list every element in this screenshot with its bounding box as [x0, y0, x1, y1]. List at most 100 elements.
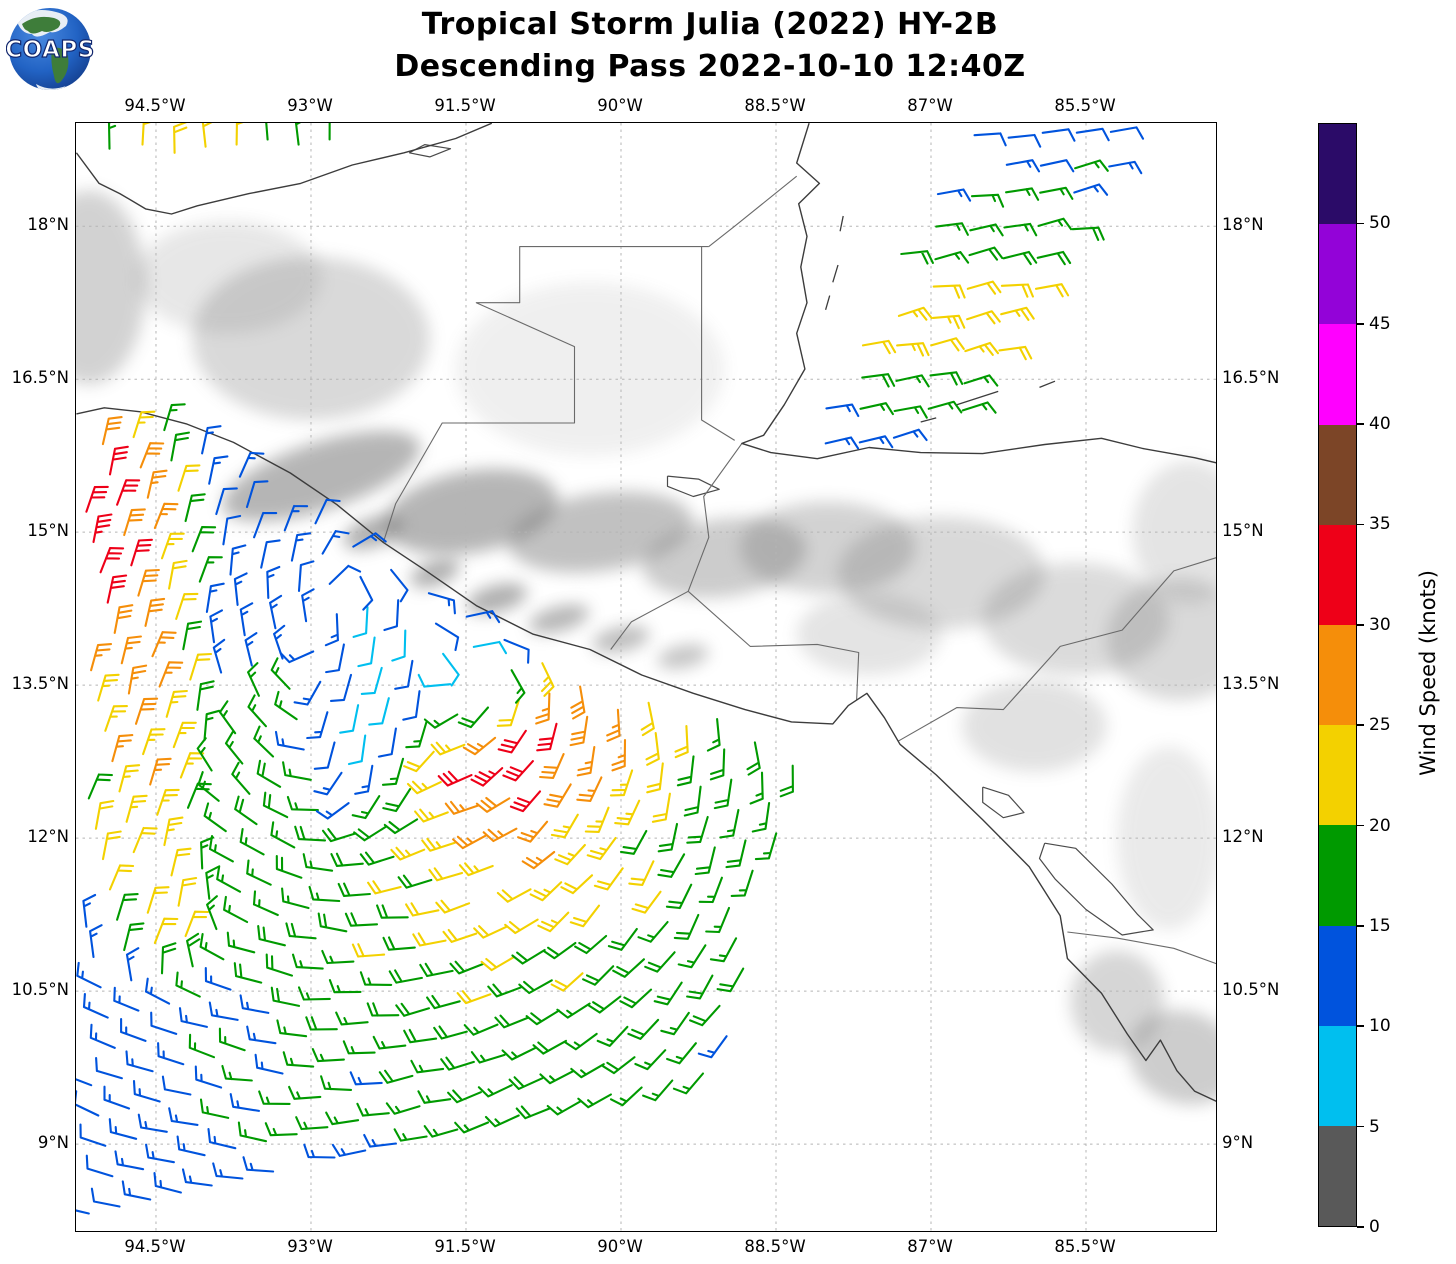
wind-barb	[496, 888, 532, 903]
lat-tick-right: 18°N	[1222, 215, 1264, 235]
lon-tick-top: 90°W	[597, 96, 643, 115]
wind-barb	[473, 925, 508, 939]
wind-barb	[344, 912, 379, 927]
wind-barb	[644, 951, 676, 973]
colorbar-segment-45-50	[1319, 224, 1356, 325]
lat-tick-left: 12°N	[27, 827, 69, 847]
lat-tick-right: 12°N	[1222, 827, 1264, 847]
wind-barb	[218, 1027, 246, 1052]
wind-barb	[203, 802, 227, 833]
wind-barb	[517, 820, 549, 843]
terrain-relief-blob	[508, 491, 693, 573]
wind-barb	[221, 1064, 253, 1082]
terrain-relief-blob	[796, 593, 942, 675]
colorbar-tick-label: 10	[1369, 1016, 1391, 1037]
wind-barb	[215, 487, 238, 516]
wind-barb	[751, 801, 771, 833]
wind-barb	[582, 965, 615, 986]
wind-barb	[556, 1002, 591, 1019]
wind-barb	[931, 314, 966, 330]
wind-barb	[683, 785, 702, 817]
lat-tick-right: 13.5°N	[1222, 674, 1280, 694]
wind-barb	[302, 853, 334, 872]
wind-barb	[397, 874, 433, 889]
colorbar-tick-label: 25	[1369, 715, 1391, 736]
wind-barb	[403, 750, 435, 773]
wind-barb	[504, 918, 539, 935]
wind-barb	[339, 704, 360, 734]
wind-barb	[497, 729, 527, 754]
wind-barb	[252, 890, 279, 917]
wind-barb	[537, 911, 570, 933]
wind-barb	[686, 815, 709, 844]
wind-barb	[132, 410, 156, 439]
wind-barb	[103, 1085, 131, 1110]
wind-barb	[89, 924, 103, 959]
wind-barb	[233, 962, 263, 984]
country-border	[897, 557, 1216, 742]
wind-barb	[266, 565, 281, 599]
terrain-relief-blob	[135, 221, 322, 334]
wind-barb	[1003, 222, 1038, 237]
wind-barb	[118, 764, 141, 793]
wind-barb	[158, 661, 184, 688]
wind-barb	[587, 995, 622, 1014]
colorbar-tick-label: 40	[1369, 414, 1391, 435]
wind-barb	[290, 532, 312, 562]
wind-barb	[779, 764, 794, 798]
wind-barb	[104, 705, 128, 732]
country-border	[708, 175, 798, 248]
wind-barb	[502, 760, 534, 782]
wind-barb	[698, 876, 723, 904]
wind-barb	[274, 730, 305, 751]
wind-barb	[368, 697, 390, 726]
wind-barb	[1109, 126, 1145, 140]
wind-barb	[421, 837, 456, 852]
wind-barb	[182, 620, 203, 651]
colorbar-title: Wind Speed (knots)	[1416, 570, 1440, 776]
wind-barb	[270, 821, 296, 849]
wind-barb	[99, 547, 125, 574]
wind-barb	[111, 734, 134, 763]
wind-barb	[367, 880, 402, 895]
wind-barb	[188, 1033, 216, 1059]
wind-barb	[222, 514, 242, 546]
wind-barb	[563, 1032, 598, 1051]
wind-barb	[472, 640, 508, 655]
wind-barb	[257, 925, 286, 947]
wind-barb	[419, 962, 454, 978]
wind-barb	[125, 1050, 154, 1073]
colorbar-tick-mark	[1357, 925, 1364, 927]
wind-barb	[244, 632, 258, 667]
wind-barb	[262, 791, 289, 819]
terrain-relief-blob	[76, 190, 146, 385]
wind-barb	[482, 827, 518, 843]
wind-barb	[501, 1046, 537, 1061]
wind-barb	[160, 942, 177, 975]
wind-barb	[900, 250, 934, 265]
colorbar-tick-mark	[1357, 1125, 1364, 1128]
wind-barb	[935, 222, 969, 236]
wind-barb	[258, 1090, 291, 1105]
wind-speed-colorbar	[1318, 123, 1357, 1227]
wind-barb	[226, 931, 256, 954]
wind-barb	[317, 912, 348, 933]
lon-tick-top: 93°W	[287, 96, 333, 115]
wind-barb	[92, 513, 113, 544]
colorbar-segment-40-45	[1319, 324, 1356, 425]
wind-barb	[283, 504, 309, 532]
lat-tick-right: 16.5°N	[1222, 368, 1280, 388]
wind-barb	[861, 339, 897, 355]
wind-barb	[892, 428, 928, 442]
wind-barb	[330, 852, 364, 867]
lon-tick-bottom: 85.5°W	[1054, 1237, 1116, 1256]
wind-barb	[313, 741, 336, 770]
wind-barb	[246, 859, 272, 886]
wind-barb	[969, 223, 1004, 237]
wind-barb	[204, 967, 232, 991]
wind-barb	[205, 865, 219, 900]
wind-barb	[113, 986, 140, 1012]
wind-barb	[390, 846, 426, 861]
wind-barb	[321, 828, 357, 843]
colorbar-tick-mark	[1357, 1226, 1364, 1228]
